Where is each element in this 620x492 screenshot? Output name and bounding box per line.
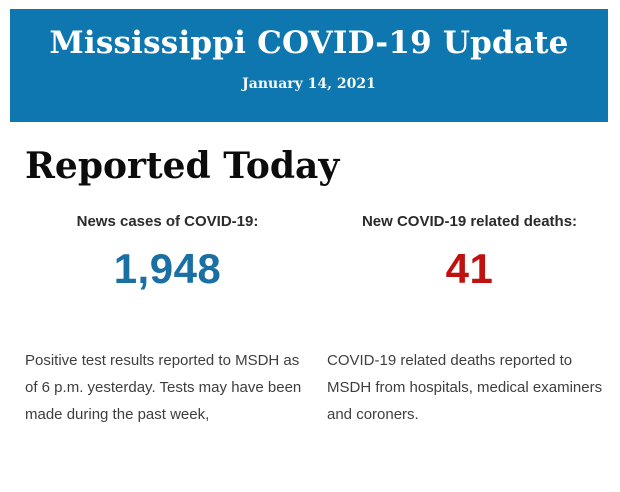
- new-cases-description: Positive test results reported to MSDH a…: [25, 352, 302, 423]
- banner: Mississippi COVID-19 Update January 14, …: [10, 9, 608, 122]
- new-cases-value: 1,948: [113, 245, 222, 292]
- banner-title: Mississippi COVID-19 Update: [49, 25, 569, 61]
- stat-related-deaths: New COVID-19 related deaths: 41 COVID-19…: [327, 213, 612, 428]
- new-cases-label: News cases of COVID-19:: [76, 213, 259, 230]
- related-deaths-value: 41: [445, 245, 494, 292]
- related-deaths-description: COVID-19 related deaths reported to MSDH…: [327, 352, 603, 423]
- stats-grid: News cases of COVID-19: 1,948 Positive t…: [25, 213, 620, 428]
- banner-date: January 14, 2021: [242, 76, 376, 93]
- stat-new-cases: News cases of COVID-19: 1,948 Positive t…: [25, 213, 310, 428]
- covid-update-graphic: Mississippi COVID-19 Update January 14, …: [0, 9, 620, 492]
- reported-today-heading: Reported Today: [25, 145, 340, 187]
- related-deaths-label: New COVID-19 related deaths:: [361, 213, 578, 230]
